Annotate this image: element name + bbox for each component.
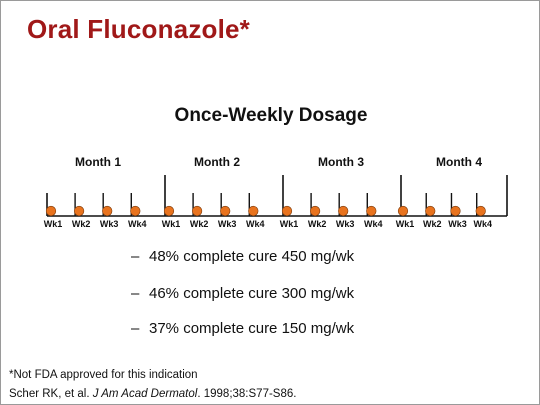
slide-subtitle: Once-Weekly Dosage <box>174 105 368 126</box>
dosage-timeline: Wk1 Wk2 Wk3 Wk4 Wk1 Wk2 Wk3 Wk4 Wk1 Wk2 Wk3 Wk4 Wk1 W… <box>44 175 508 229</box>
citation-journal: J Am Acad Dermatol <box>92 388 198 400</box>
week-label: Wk2 <box>308 219 327 229</box>
weekly-dose-marker <box>220 205 231 217</box>
outcome-text: 48% complete cure 450 mg/wk <box>149 248 355 265</box>
footnote: *Not FDA approved for this indication <box>9 369 198 381</box>
week-label: Wk3 <box>218 219 237 229</box>
weekly-dose-marker <box>475 205 486 217</box>
weekly-dose-marker <box>397 205 409 217</box>
outcome-item: –46% complete cure 300 mg/wk <box>131 285 354 302</box>
week-label: Wk3 <box>448 219 467 229</box>
citation: Scher RK, et al. J Am Acad Dermatol. 199… <box>9 388 296 400</box>
weekly-dose-marker <box>163 205 175 217</box>
weekly-dose-marker <box>366 205 377 217</box>
month-3-label: Month 3 <box>318 155 364 169</box>
weekly-dose-marker <box>425 205 436 217</box>
month-1-label: Month 1 <box>75 155 121 169</box>
weekly-dose-marker <box>450 205 461 217</box>
outcome-text: 46% complete cure 300 mg/wk <box>149 285 355 302</box>
week-label: Wk4 <box>364 219 383 229</box>
slide-title: Oral Fluconazole* <box>27 14 251 44</box>
weekly-dose-marker <box>248 205 259 217</box>
citation-details: . 1998;38:S77-S86. <box>197 388 297 400</box>
bullet-dash: – <box>131 248 140 265</box>
week-label: Wk2 <box>72 219 91 229</box>
week-label: Wk4 <box>128 219 147 229</box>
weekly-dose-marker <box>281 205 293 217</box>
weekly-dose-marker <box>191 205 203 217</box>
week-label: Wk4 <box>246 219 265 229</box>
week-label: Wk1 <box>396 219 415 229</box>
bullet-dash: – <box>131 320 140 337</box>
month-4-label: Month 4 <box>436 155 482 169</box>
weekly-dose-marker <box>45 205 57 217</box>
outcome-text: 37% complete cure 150 mg/wk <box>149 320 355 337</box>
week-label: Wk3 <box>336 219 355 229</box>
outcome-item: –48% complete cure 450 mg/wk <box>131 248 354 265</box>
week-label: Wk4 <box>473 219 492 229</box>
week-label: Wk1 <box>162 219 181 229</box>
outcome-item: –37% complete cure 150 mg/wk <box>131 320 354 337</box>
weekly-dose-marker <box>130 205 141 217</box>
week-label: Wk2 <box>423 219 442 229</box>
citation-authors: Scher RK, et al. <box>9 388 93 400</box>
weekly-dose-marker <box>309 205 321 217</box>
week-label: Wk1 <box>280 219 299 229</box>
weekly-dose-marker <box>73 205 85 217</box>
month-2-label: Month 2 <box>194 155 240 169</box>
bullet-dash: – <box>131 285 140 302</box>
week-label: Wk3 <box>100 219 119 229</box>
week-label: Wk2 <box>190 219 209 229</box>
weekly-dose-marker <box>338 205 349 217</box>
week-label: Wk1 <box>44 219 63 229</box>
weekly-dose-marker <box>102 205 113 217</box>
